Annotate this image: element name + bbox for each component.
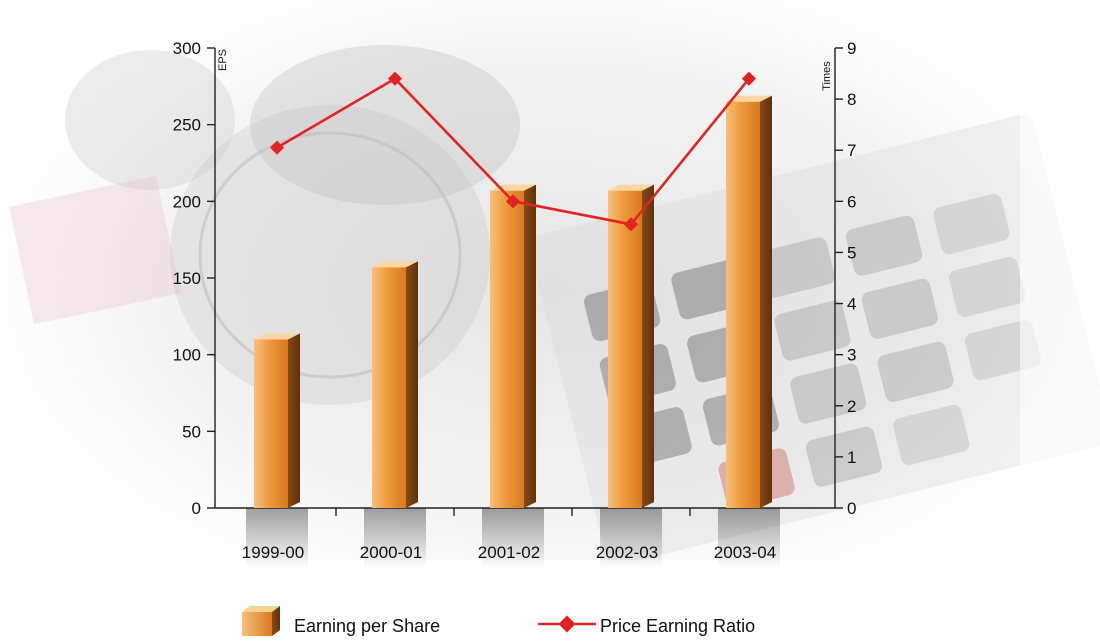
eps-bar <box>490 184 536 508</box>
eps-bar-front <box>372 267 406 508</box>
eps-bar-top <box>608 184 654 191</box>
bar-shadow <box>246 508 308 568</box>
x-tick-label: 2003-04 <box>714 543 776 562</box>
x-tick-label: 2001-02 <box>478 543 540 562</box>
legend-bar-swatch <box>242 606 280 636</box>
x-tick-label: 2000-01 <box>360 543 422 562</box>
pe-point-marker <box>741 71 757 86</box>
eps-bar-side <box>406 261 418 508</box>
bar-shadow <box>482 508 544 568</box>
eps-bar <box>726 95 772 509</box>
legend-item-pe: Price Earning Ratio <box>538 615 755 636</box>
right-tick-label: 8 <box>847 90 856 109</box>
pe-point-marker <box>505 194 521 209</box>
left-tick-label: 300 <box>173 39 201 58</box>
eps-bar-side <box>524 184 536 508</box>
right-tick-label: 5 <box>847 243 856 262</box>
right-tick-label: 2 <box>847 397 856 416</box>
eps-bar <box>372 261 418 508</box>
left-tick-label: 0 <box>192 499 201 518</box>
bar-shadow <box>364 508 426 568</box>
legend-diamond-marker <box>558 615 576 633</box>
left-axis-title: EPS <box>217 49 229 71</box>
eps-bar-front <box>608 190 642 508</box>
eps-bar-top <box>726 95 772 102</box>
axes: 0 50 100 150 200 250 300 0 1 2 3 4 5 6 7 8 9 1999-00 2000-… <box>173 39 857 562</box>
x-tick-label: 2002-03 <box>596 543 658 562</box>
legend-label-pe: Price Earning Ratio <box>600 616 755 636</box>
bar-shadows <box>246 508 780 568</box>
bar-shadow <box>600 508 662 568</box>
x-tick-label: 1999-00 <box>242 543 304 562</box>
pe-point-marker <box>623 217 639 232</box>
eps-bar-front <box>726 101 760 509</box>
legend-label-eps: Earning per Share <box>294 616 440 636</box>
eps-bar-top <box>254 333 300 340</box>
eps-bar-side <box>288 333 300 508</box>
eps-bar-front <box>490 190 524 508</box>
eps-bar <box>254 333 300 508</box>
right-tick-label: 4 <box>847 295 856 314</box>
pe-point-marker <box>269 140 285 155</box>
legend: Earning per Share Price Earning Ratio <box>242 606 755 636</box>
right-tick-label: 3 <box>847 346 856 365</box>
eps-bar-side <box>642 184 654 508</box>
pe-point-marker <box>387 71 403 86</box>
left-tick-label: 150 <box>173 269 201 288</box>
eps-bar <box>608 184 654 508</box>
eps-bar-side <box>760 95 772 509</box>
left-tick-label: 250 <box>173 116 201 135</box>
bar-shadow <box>718 508 780 568</box>
eps-bar-top <box>372 261 418 268</box>
left-tick-label: 200 <box>173 192 201 211</box>
right-tick-label: 0 <box>847 499 856 518</box>
legend-item-eps: Earning per Share <box>242 606 440 636</box>
right-tick-label: 7 <box>847 141 856 160</box>
bars <box>254 95 772 509</box>
right-axis-title: Times <box>821 61 833 91</box>
eps-bar-front <box>254 339 288 508</box>
right-tick-label: 9 <box>847 39 856 58</box>
price-earning-line <box>269 71 757 232</box>
right-tick-label: 1 <box>847 448 856 467</box>
right-tick-label: 6 <box>847 192 856 211</box>
left-tick-label: 50 <box>182 422 201 441</box>
left-tick-label: 100 <box>173 346 201 365</box>
